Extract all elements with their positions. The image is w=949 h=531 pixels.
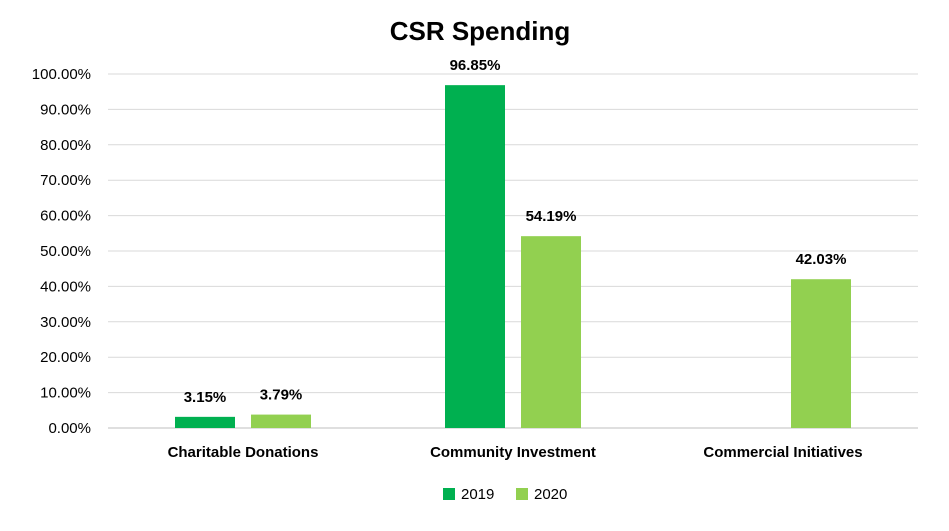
data-label: 3.79% <box>260 387 303 404</box>
y-tick-label: 0.00% <box>48 420 91 437</box>
data-label: 42.03% <box>796 251 847 268</box>
category-label: Commercial Initiatives <box>703 444 862 461</box>
legend-label: 2019 <box>461 486 494 503</box>
bar-2020-1 <box>521 236 581 428</box>
y-tick-label: 100.00% <box>32 66 91 83</box>
data-label: 96.85% <box>450 57 501 74</box>
y-tick-label: 40.00% <box>40 278 91 295</box>
category-label: Charitable Donations <box>168 444 319 461</box>
x-axis-categories: Charitable Donations Community Investment… <box>168 444 863 461</box>
bar-2020-2 <box>791 279 851 428</box>
bar-2019-1 <box>445 85 505 428</box>
y-axis-ticks: 0.00% 10.00% 20.00% 30.00% 40.00% 50.00% 60.00… <box>32 66 91 437</box>
gridlines <box>108 73 918 429</box>
bars <box>175 85 851 428</box>
y-tick-label: 80.00% <box>40 137 91 154</box>
data-label: 54.19% <box>526 208 577 225</box>
legend-swatch <box>516 488 528 500</box>
legend-label: 2020 <box>534 486 567 503</box>
bar-2020-0 <box>251 414 311 428</box>
y-tick-label: 10.00% <box>40 385 91 402</box>
legend-swatch <box>443 488 455 500</box>
chart-title: CSR Spending <box>390 16 571 46</box>
y-tick-label: 90.00% <box>40 101 91 118</box>
y-tick-label: 20.00% <box>40 349 91 366</box>
category-label: Community Investment <box>430 444 596 461</box>
bar-2019-0 <box>175 416 235 428</box>
y-tick-label: 30.00% <box>40 314 91 331</box>
y-tick-label: 50.00% <box>40 243 91 260</box>
y-tick-label: 60.00% <box>40 208 91 225</box>
y-tick-label: 70.00% <box>40 172 91 189</box>
legend: 2019 2020 <box>443 486 567 503</box>
data-labels: 3.15% 3.79% 96.85% 54.19% 42.03% <box>184 57 847 406</box>
data-label: 3.15% <box>184 389 227 406</box>
